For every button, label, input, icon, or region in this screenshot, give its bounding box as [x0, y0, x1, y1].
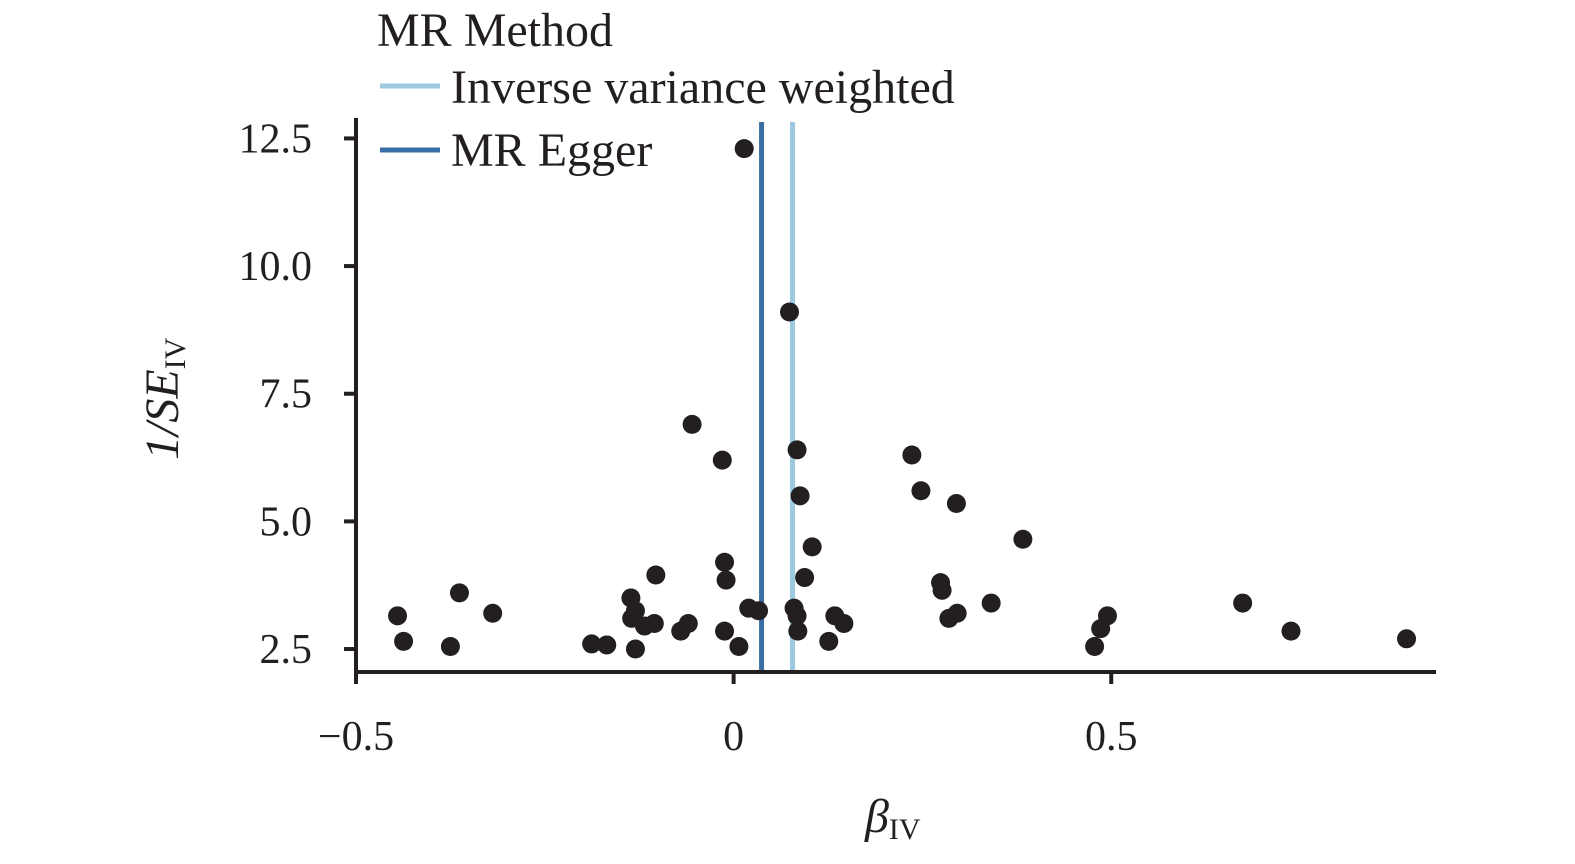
data-point — [644, 613, 664, 633]
data-point — [946, 494, 966, 514]
legend-label-egger: MR Egger — [451, 124, 652, 177]
data-point — [682, 414, 702, 434]
legend-title: MR Method — [377, 4, 613, 57]
data-point — [625, 639, 645, 659]
data-point — [802, 537, 822, 557]
plot-area — [388, 122, 1417, 672]
data-point — [1233, 593, 1253, 613]
data-point — [911, 481, 931, 501]
y-axis-ticks: 2.5 5.0 7.5 10.0 12.5 — [239, 116, 356, 673]
x-tick-label: 0 — [723, 714, 744, 760]
data-point — [1085, 636, 1105, 656]
y-tick-label: 5.0 — [260, 499, 313, 545]
data-point — [716, 570, 736, 590]
y-tick-label: 10.0 — [239, 244, 313, 290]
data-point — [734, 139, 754, 159]
data-point — [902, 445, 922, 465]
data-point — [729, 636, 749, 656]
data-point — [819, 631, 839, 651]
data-point — [788, 621, 808, 641]
x-axis-title-main: β — [864, 790, 889, 843]
x-axis-ticks: −0.5 0 0.5 — [318, 672, 1138, 760]
x-tick-label: −0.5 — [318, 714, 394, 760]
x-tick-label: 0.5 — [1085, 714, 1138, 760]
data-point — [749, 601, 769, 621]
data-point — [715, 621, 735, 641]
data-point — [449, 583, 469, 603]
data-point — [388, 606, 408, 626]
data-point — [394, 631, 414, 651]
data-point — [671, 621, 691, 641]
data-point — [1013, 529, 1033, 549]
data-point — [483, 603, 503, 623]
data-point — [795, 568, 815, 588]
data-point — [1281, 621, 1301, 641]
y-tick-label: 12.5 — [239, 116, 313, 162]
data-point — [1397, 629, 1417, 649]
y-tick-label: 2.5 — [260, 627, 313, 673]
data-point — [597, 635, 617, 655]
data-point — [981, 593, 1001, 613]
y-tick-label: 7.5 — [260, 372, 313, 418]
data-point — [939, 608, 959, 628]
y-axis-title: 1/SEIV — [136, 337, 192, 460]
data-point — [712, 450, 732, 470]
data-point — [834, 613, 854, 633]
data-point — [715, 552, 735, 572]
y-axis-title-main: 1/SE — [136, 369, 189, 460]
data-point — [790, 486, 810, 506]
x-axis-title: βIV — [864, 790, 921, 846]
data-point — [932, 580, 952, 600]
y-axis-title-sub: IV — [159, 337, 192, 369]
data-point — [440, 636, 460, 656]
data-point — [787, 440, 807, 460]
x-axis-title-sub: IV — [889, 813, 921, 846]
data-point — [1091, 619, 1111, 639]
legend-label-ivw: Inverse variance weighted — [451, 61, 955, 114]
data-point — [646, 565, 666, 585]
data-point — [582, 634, 602, 654]
legend: MR Method Inverse variance weighted MR E… — [377, 4, 955, 177]
data-point — [787, 606, 807, 626]
data-point — [780, 302, 800, 322]
